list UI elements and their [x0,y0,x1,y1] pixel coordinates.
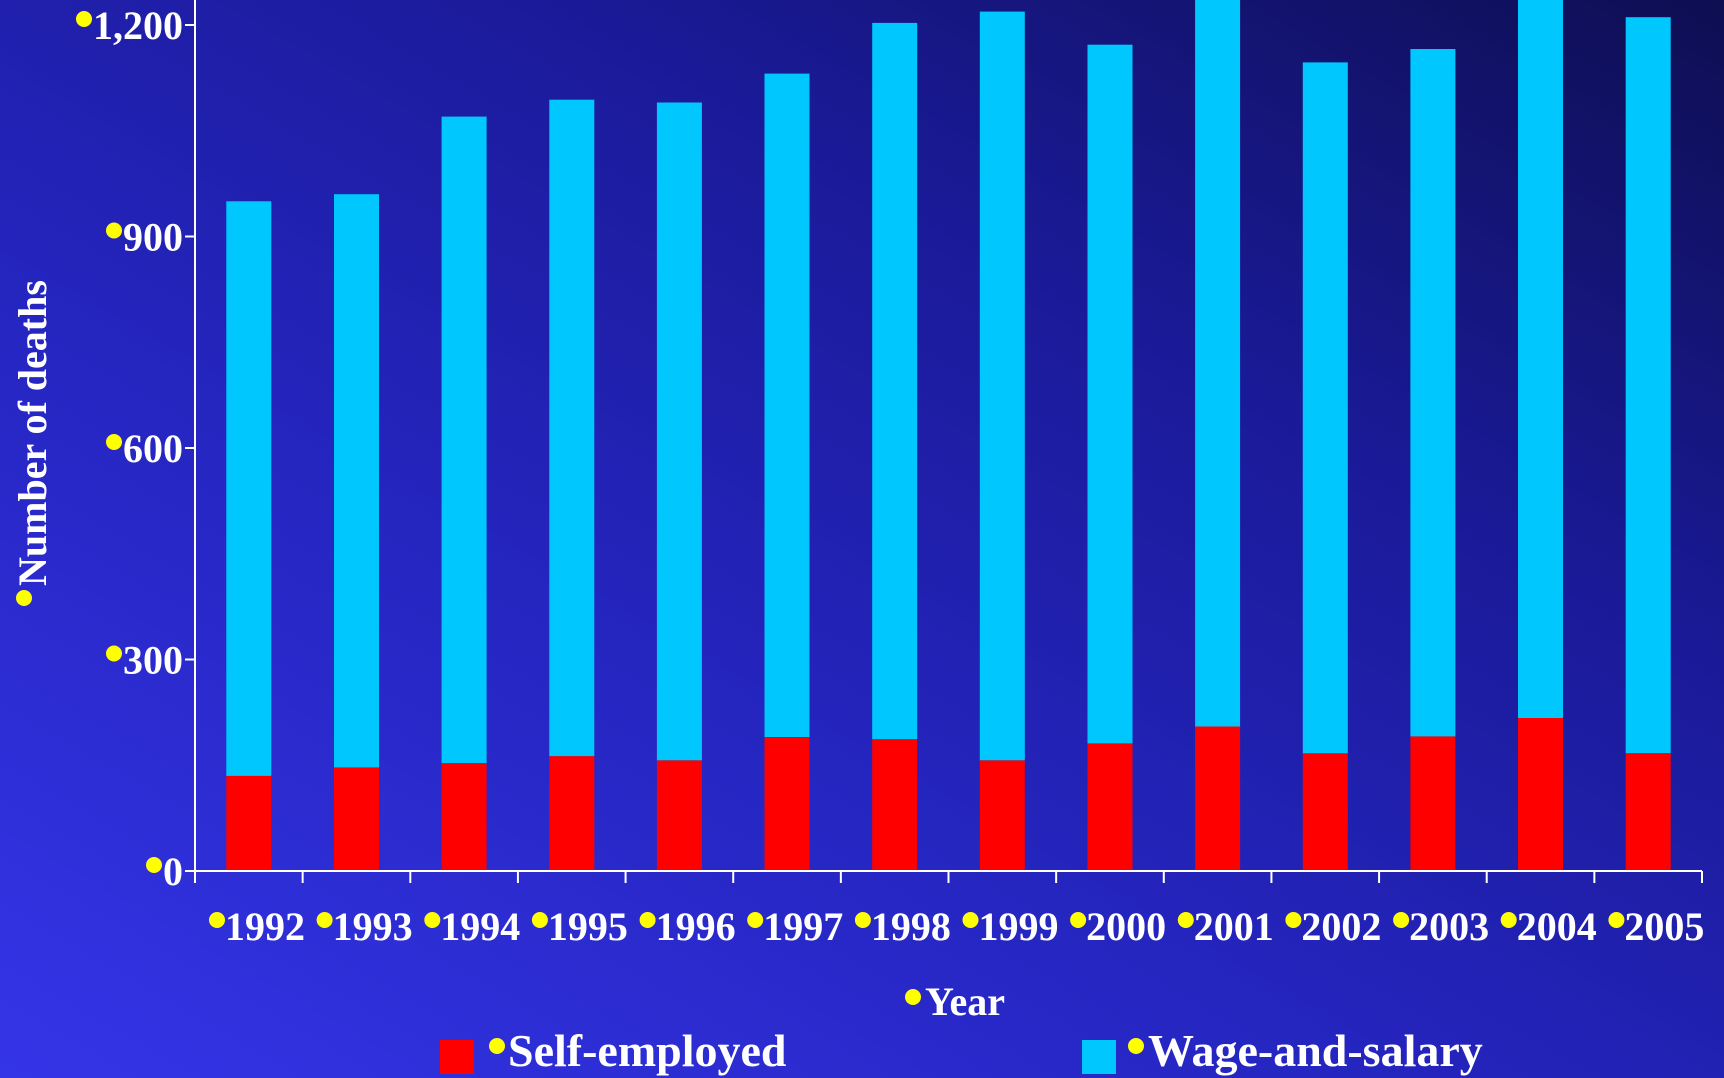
x-tick-label: 1999 [979,904,1059,949]
x-tick-label: 2004 [1517,904,1597,949]
bar-self-employed-2003 [1410,736,1456,871]
x-tick-label: 1992 [225,904,305,949]
y-tick-bullet [106,434,122,450]
bar-self-employed-1993 [334,767,379,871]
bar-wage-and-salary-2002 [1302,62,1348,754]
y-tick-bullet [106,222,122,239]
x-tick-bullet [1393,912,1410,928]
legend-bullet-wage-and-salary [1128,1038,1144,1054]
y-tick-label: 0 [163,849,183,894]
x-tick-bullet [854,912,871,928]
x-tick-label: 2003 [1409,904,1489,949]
y-tick-bullet [146,857,162,873]
x-tick-label: 1994 [440,904,520,949]
bar-self-employed-1996 [656,760,702,871]
x-tick-label: 2005 [1624,904,1704,949]
bar-wage-and-salary-2004 [1518,0,1563,718]
x-tick-bullet [1070,912,1087,928]
x-tick-bullet [316,912,333,928]
bar-self-employed-2005 [1625,753,1671,871]
y-tick-label: 600 [123,426,183,471]
bar-wage-and-salary-1994 [441,116,487,764]
bar-wage-and-salary-2001 [1195,0,1241,727]
bar-wage-and-salary-2000 [1087,44,1133,744]
x-tick-bullet [531,912,548,928]
x-tick-bullet [1500,912,1517,928]
x-axis-title-bullet [905,989,921,1005]
y-tick-label: 300 [123,638,183,683]
bar-wage-and-salary-1998 [872,22,918,740]
y-axis-title-bullet [16,590,32,606]
y-tick-bullet [106,645,122,662]
bar-wage-and-salary-1997 [764,73,810,738]
bar-wage-and-salary-1992 [226,201,272,776]
bar-self-employed-1994 [441,763,487,871]
legend-swatch-wage-and-salary [1082,1040,1116,1074]
x-tick-bullet [962,912,979,928]
legend-label-self-employed: Self-employed [508,1025,787,1076]
y-tick-bullet [76,11,92,27]
x-tick-label: 2002 [1301,904,1381,949]
legend-swatch-self-employed [440,1040,474,1074]
x-axis-title-group: Year [905,979,1005,1024]
x-tick-bullet [1177,912,1194,928]
legend-label-wage-and-salary: Wage-and-salary [1148,1025,1483,1076]
x-tick-label: 1993 [333,904,413,949]
x-tick-label: 1996 [656,904,736,949]
x-tick-bullet [1285,912,1302,928]
x-tick-label: 1997 [763,904,843,949]
x-tick-bullet [424,912,441,928]
y-axis-title-group: Number of deaths [10,280,55,606]
x-tick-label: 1998 [871,904,951,949]
plot-area: 1992 1993 1994 1995 1996 1997 1998 1999 2000 2001… [76,0,1704,949]
x-axis-title: Year [925,979,1005,1024]
bar-self-employed-2000 [1087,743,1133,871]
x-tick-bullet [639,912,656,928]
bar-self-employed-1992 [226,775,272,871]
x-tick-label: 2000 [1086,904,1166,949]
x-tick-bullet [209,912,225,928]
bar-self-employed-1999 [979,760,1025,871]
y-axis-title: Number of deaths [10,280,55,586]
bar-wage-and-salary-1999 [979,11,1025,761]
legend: Self-employed Wage-and-salary [440,1025,1483,1076]
x-tick-bullet [1608,912,1625,928]
legend-item-wage-and-salary: Wage-and-salary [1082,1025,1483,1076]
bar-wage-and-salary-2005 [1625,17,1671,754]
x-tick-label: 2001 [1194,904,1274,949]
bar-self-employed-2001 [1195,726,1241,871]
bar-wage-and-salary-1995 [549,99,595,757]
bar-wage-and-salary-2003 [1410,49,1456,737]
legend-item-self-employed: Self-employed [440,1025,787,1076]
bar-wage-and-salary-1993 [334,194,379,768]
x-tick-bullet [747,912,764,928]
bar-self-employed-2004 [1518,718,1563,871]
bar-wage-and-salary-1996 [656,102,702,761]
y-tick-label: 900 [123,215,183,260]
bar-self-employed-2002 [1302,753,1348,871]
legend-bullet-self-employed [489,1038,505,1054]
x-tick-label: 1995 [548,904,628,949]
y-tick-label: 1,200 [93,3,183,48]
bar-self-employed-1995 [549,756,595,871]
bar-self-employed-1997 [764,737,810,871]
bar-self-employed-1998 [872,739,918,871]
